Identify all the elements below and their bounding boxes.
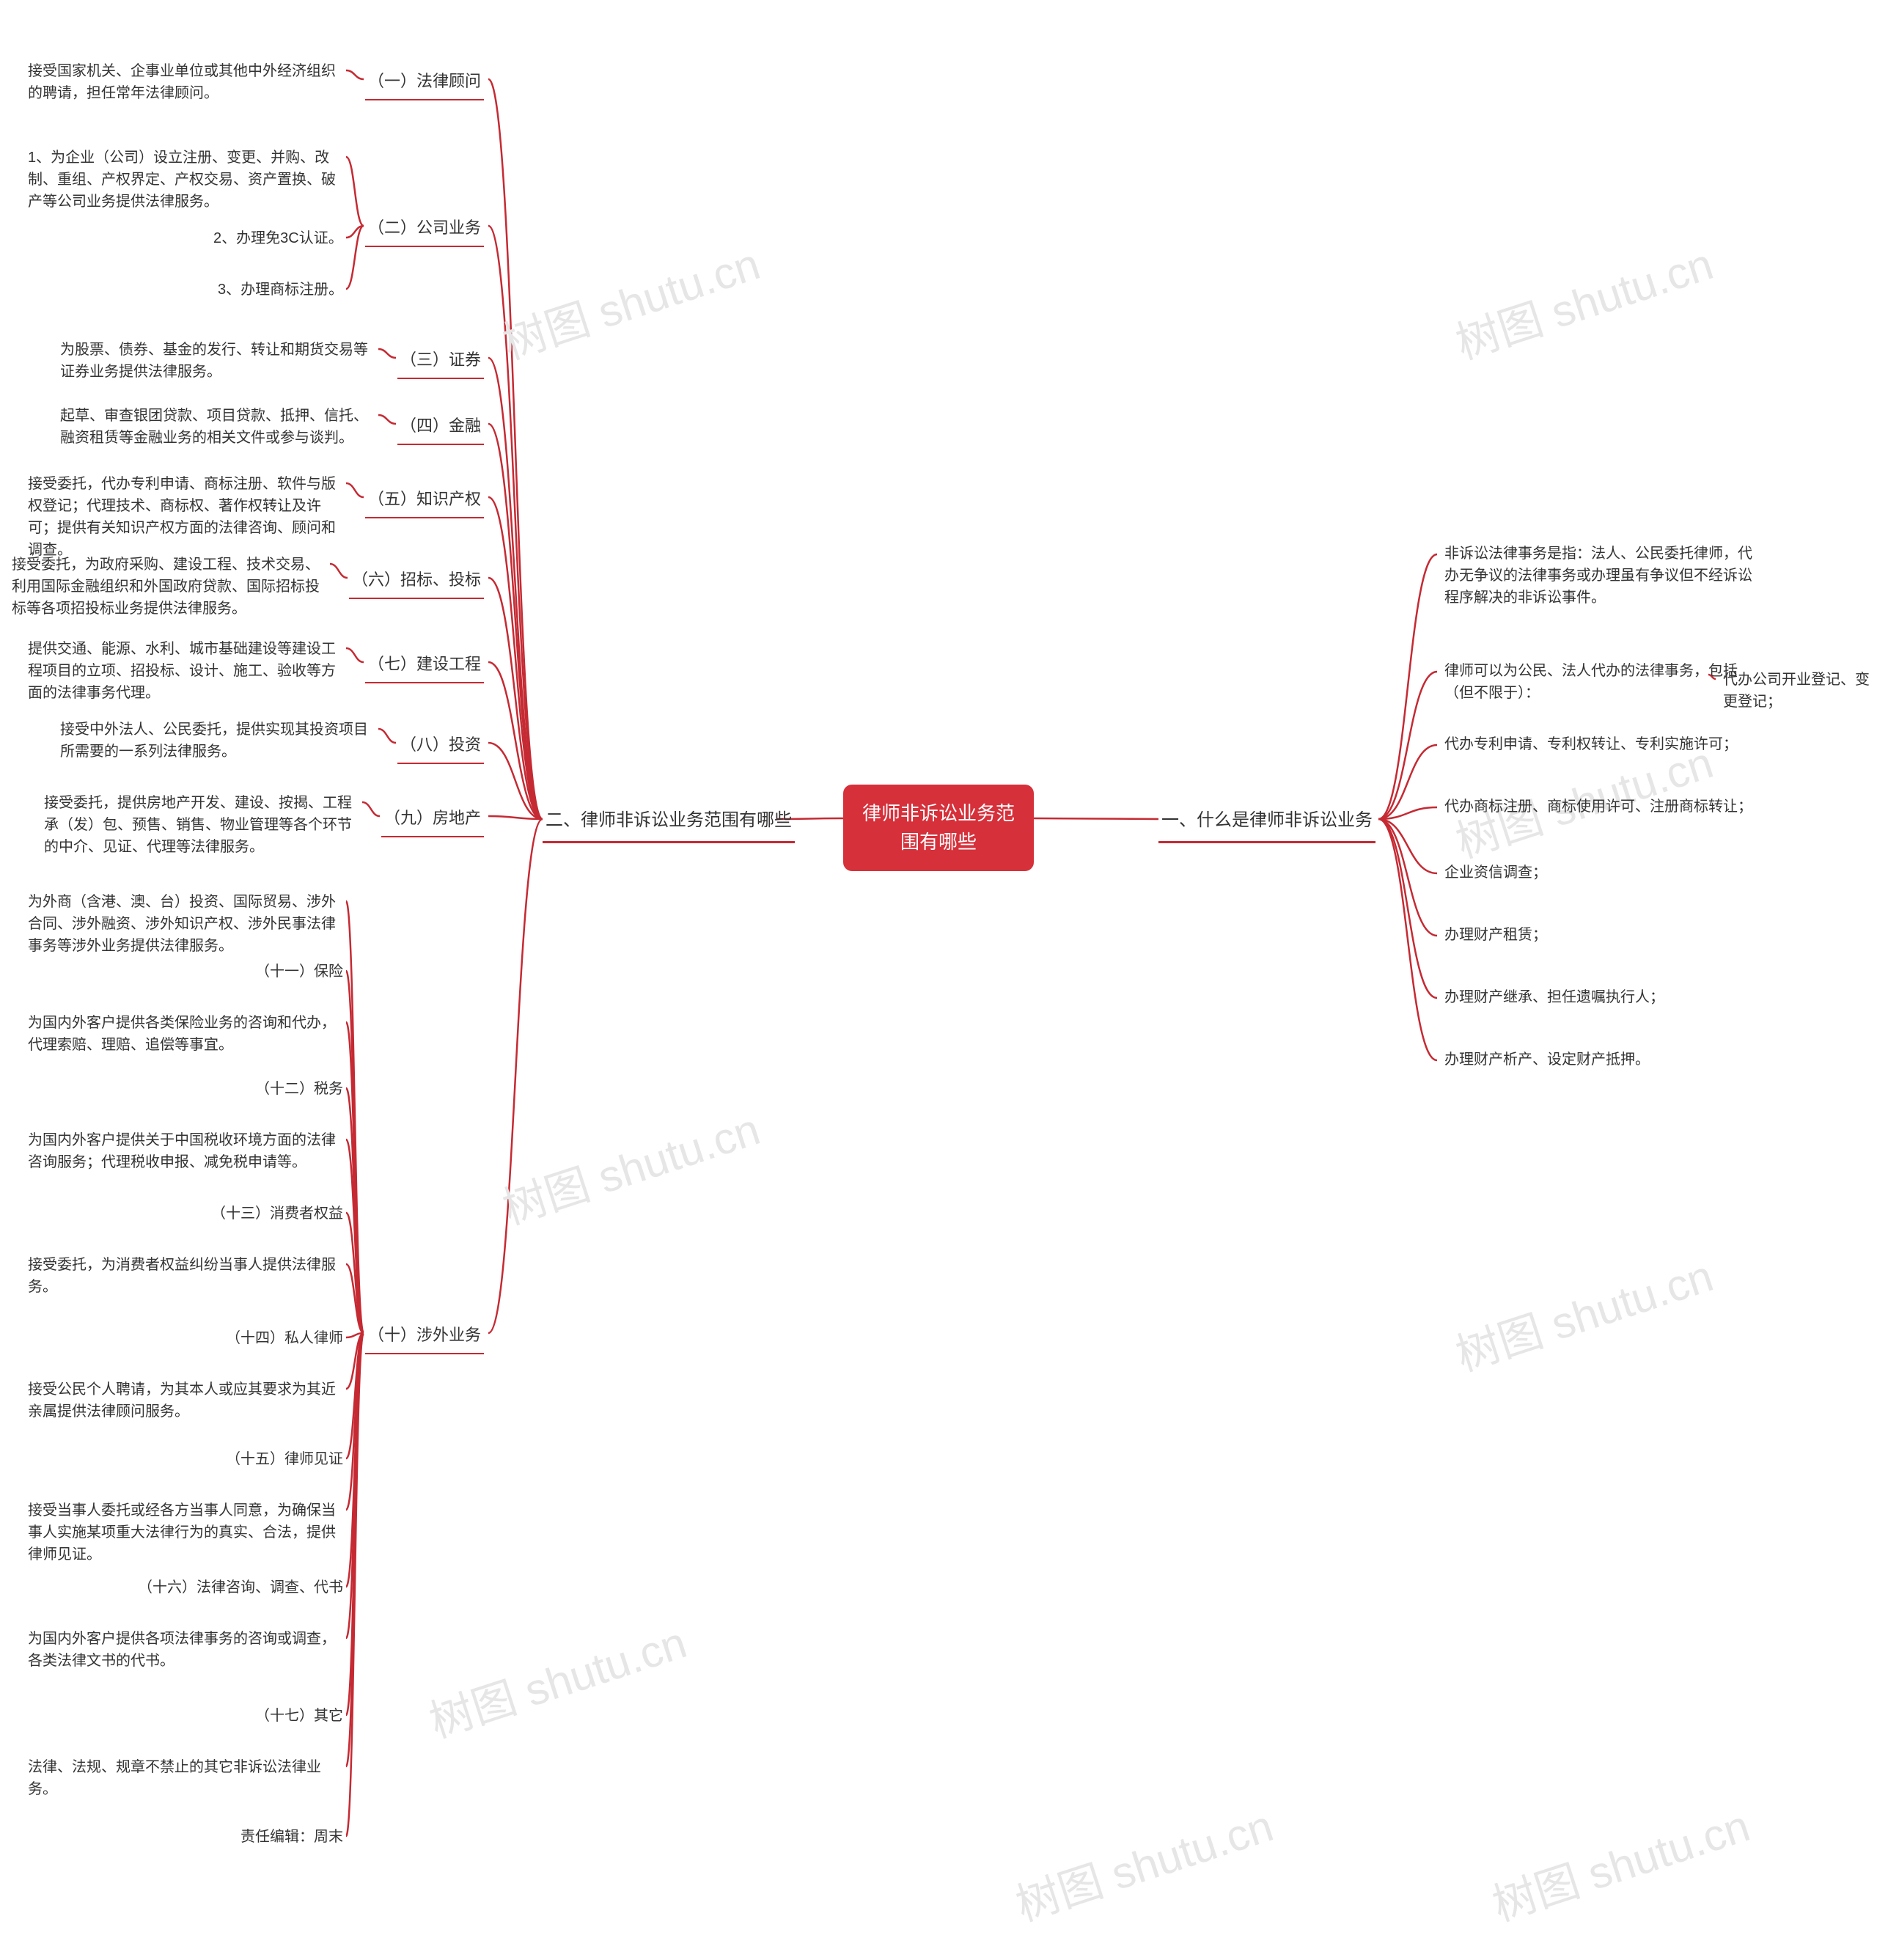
left-leaf: 接受委托，代办专利申请、商标注册、软件与版权登记；代理技术、商标权、著作权转让及…	[28, 473, 343, 561]
left-leaf: 接受委托，为政府采购、建设工程、技术交易、利用国际金融组织和外国政府贷款、国际招…	[12, 554, 327, 620]
right-node: 代办专利申请、专利权转让、专利实施许可；	[1444, 733, 1738, 755]
left-leaf: 接受中外法人、公民委托，提供实现其投资项目所需要的一系列法律服务。	[60, 719, 375, 763]
left-leaf: （十二）税务	[255, 1078, 343, 1100]
left-item: （一）法律顾问	[365, 66, 484, 100]
left-leaf: （十五）律师见证	[226, 1448, 343, 1470]
left-leaf: 提供交通、能源、水利、城市基础建设等建设工程项目的立项、招投标、设计、施工、验收…	[28, 638, 343, 704]
left-leaf: 3、办理商标注册。	[218, 279, 343, 301]
left-leaf: （十三）消费者权益	[211, 1203, 343, 1225]
watermark: 树图 shutu.cn	[493, 229, 767, 372]
left-leaf: 接受国家机关、企事业单位或其他中外经济组织的聘请，担任常年法律顾问。	[28, 60, 343, 104]
left-item: （九）房地产	[381, 803, 484, 837]
left-leaf: 为外商（含港、澳、台）投资、国际贸易、涉外合同、涉外融资、涉外知识产权、涉外民事…	[28, 891, 343, 957]
left-item: （六）招标、投标	[349, 565, 484, 599]
right-node: 办理财产继承、担任遗嘱执行人；	[1444, 986, 1664, 1008]
left-leaf: 接受当事人委托或经各方当事人同意，为确保当事人实施某项重大法律行为的真实、合法，…	[28, 1500, 343, 1566]
right-node: 企业资信调查；	[1444, 862, 1547, 884]
left-leaf: 责任编辑：周末	[240, 1826, 343, 1848]
left-item: （四）金融	[397, 411, 484, 445]
left-leaf: （十一）保险	[255, 961, 343, 983]
watermark: 树图 shutu.cn	[1483, 1791, 1757, 1934]
left-leaf: 接受公民个人聘请，为其本人或应其要求为其近亲属提供法律顾问服务。	[28, 1379, 343, 1423]
right-node: 办理财产租赁；	[1444, 924, 1547, 946]
right-node: 非诉讼法律事务是指：法人、公民委托律师，代办无争议的法律事务或办理虽有争议但不经…	[1444, 543, 1760, 609]
branch-right: 一、什么是律师非诉讼业务	[1158, 803, 1375, 843]
root-node: 律师非诉讼业务范围有哪些	[843, 785, 1034, 871]
left-leaf: 1、为企业（公司）设立注册、变更、并购、改制、重组、产权界定、产权交易、资产置换…	[28, 147, 343, 213]
left-leaf: 接受委托，为消费者权益纠纷当事人提供法律服务。	[28, 1254, 343, 1298]
right-node: 办理财产析产、设定财产抵押。	[1444, 1049, 1650, 1071]
left-leaf: 接受委托，提供房地产开发、建设、按揭、工程承（发）包、预售、销售、物业管理等各个…	[44, 792, 359, 858]
left-leaf: 为国内外客户提供各类保险业务的咨询和代办，代理索赔、理赔、追偿等事宜。	[28, 1012, 343, 1056]
left-leaf: （十六）法律咨询、调查、代书	[138, 1577, 343, 1599]
left-item: （五）知识产权	[365, 484, 484, 518]
left-leaf: 为国内外客户提供各项法律事务的咨询或调查，各类法律文书的代书。	[28, 1628, 343, 1672]
right-node-extra: 代办公司开业登记、变更登记；	[1723, 669, 1870, 713]
left-leaf: 法律、法规、规章不禁止的其它非诉讼法律业务。	[28, 1756, 343, 1800]
right-node: 律师可以为公民、法人代办的法律事务，包括（但不限于）：	[1444, 660, 1760, 704]
watermark: 树图 shutu.cn	[1447, 229, 1720, 372]
left-item: （七）建设工程	[365, 649, 484, 683]
left-leaf: （十七）其它	[255, 1705, 343, 1727]
left-leaf: 为股票、债券、基金的发行、转让和期货交易等证券业务提供法律服务。	[60, 339, 375, 383]
left-item: （八）投资	[397, 730, 484, 764]
left-item: （三）证券	[397, 345, 484, 379]
watermark: 树图 shutu.cn	[1007, 1791, 1280, 1934]
left-leaf: 2、办理免3C认证。	[213, 227, 343, 249]
left-item: （二）公司业务	[365, 213, 484, 247]
left-leaf: 为国内外客户提供关于中国税收环境方面的法律咨询服务；代理税收申报、减免税申请等。	[28, 1129, 343, 1173]
left-item: （十）涉外业务	[365, 1320, 484, 1354]
watermark: 树图 shutu.cn	[1447, 1241, 1720, 1384]
branch-left: 二、律师非诉讼业务范围有哪些	[543, 803, 795, 843]
watermark: 树图 shutu.cn	[493, 1094, 767, 1237]
left-leaf: 起草、审查银团贷款、项目贷款、抵押、信托、融资租赁等金融业务的相关文件或参与谈判…	[60, 405, 375, 449]
left-leaf: （十四）私人律师	[226, 1327, 343, 1349]
watermark: 树图 shutu.cn	[420, 1607, 694, 1750]
right-node: 代办商标注册、商标使用许可、注册商标转让；	[1444, 796, 1752, 818]
